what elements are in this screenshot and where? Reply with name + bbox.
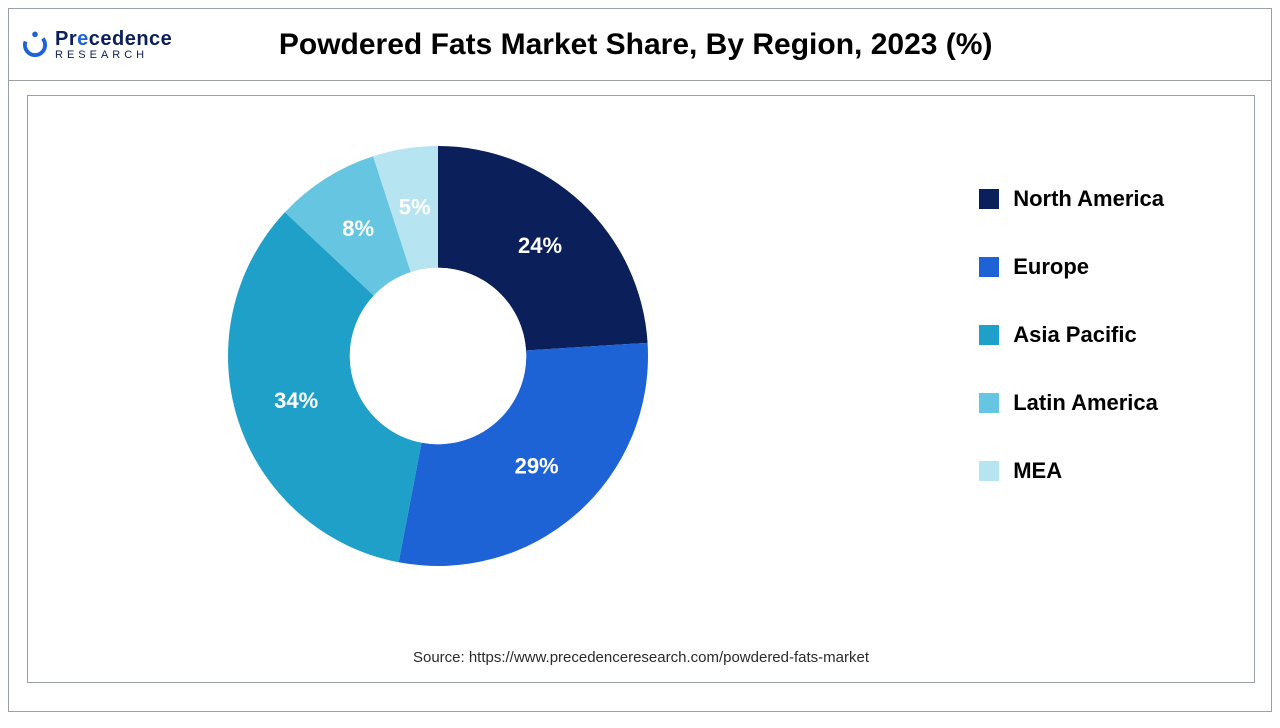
slice-label-europe: 29% xyxy=(515,454,559,479)
logo-pre: Pr xyxy=(55,28,77,50)
source-line: Source: https://www.precedenceresearch.c… xyxy=(28,649,1254,666)
legend-item-north-america: North America xyxy=(979,186,1164,212)
brand-logo: Precedence RESEARCH xyxy=(21,29,172,61)
logo-accent: e xyxy=(77,28,89,50)
legend-swatch-icon xyxy=(979,257,999,277)
header-bar: Precedence RESEARCH Powdered Fats Market… xyxy=(9,9,1271,81)
legend-label: Europe xyxy=(1013,254,1089,280)
legend-swatch-icon xyxy=(979,461,999,481)
logo-line2: RESEARCH xyxy=(55,50,172,61)
donut-hole xyxy=(350,268,526,444)
donut-chart: 24% 29% 34% 8% 5% xyxy=(208,126,668,586)
legend-label: MEA xyxy=(1013,458,1062,484)
legend-label: Asia Pacific xyxy=(1013,322,1137,348)
legend-item-asia-pacific: Asia Pacific xyxy=(979,322,1164,348)
logo-line1: Precedence xyxy=(55,29,172,49)
legend-item-europe: Europe xyxy=(979,254,1164,280)
legend-label: Latin America xyxy=(1013,390,1158,416)
chart-title: Powdered Fats Market Share, By Region, 2… xyxy=(172,28,1259,62)
legend-item-mea: MEA xyxy=(979,458,1164,484)
legend-swatch-icon xyxy=(979,393,999,413)
slice-label-north-america: 24% xyxy=(518,233,562,258)
logo-text: Precedence RESEARCH xyxy=(55,29,172,61)
legend: North America Europe Asia Pacific Latin Ame… xyxy=(979,186,1164,484)
legend-item-latin-america: Latin America xyxy=(979,390,1164,416)
legend-label: North America xyxy=(1013,186,1164,212)
legend-swatch-icon xyxy=(979,189,999,209)
outer-frame: Precedence RESEARCH Powdered Fats Market… xyxy=(8,8,1272,712)
legend-swatch-icon xyxy=(979,325,999,345)
chart-body-frame: 24% 29% 34% 8% 5% North America Europe Asia Pa… xyxy=(27,95,1255,683)
slice-label-asia-pacific: 34% xyxy=(274,388,318,413)
logo-post: cedence xyxy=(89,28,173,50)
logo-mark-icon xyxy=(21,31,49,59)
slice-label-mea: 5% xyxy=(399,195,431,220)
slice-label-latin-america: 8% xyxy=(342,216,374,241)
